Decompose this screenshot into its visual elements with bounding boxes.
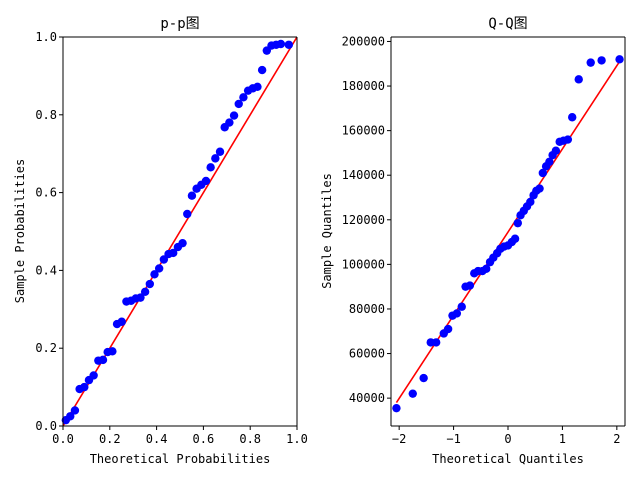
pp-ytick-label: 0.8 bbox=[35, 108, 57, 122]
qq-data-point bbox=[568, 113, 577, 122]
qq-plot-area: −2 −1 0 1 2 40000 60000 80000 100000 120000 140000… bbox=[342, 34, 626, 446]
qq-plot-panel: Q-Q图 −2 −1 0 1 2 40000 60000 80000 100000 120000 1… bbox=[320, 16, 626, 466]
pp-data-point bbox=[234, 99, 243, 109]
pp-data-point bbox=[140, 287, 150, 296]
pp-data-point bbox=[201, 176, 211, 186]
qq-data-point bbox=[419, 373, 428, 383]
qq-ytick-label: 140000 bbox=[342, 168, 385, 182]
qq-data-point bbox=[551, 146, 561, 155]
qq-xtick-label: 1 bbox=[559, 432, 566, 446]
pp-data-point bbox=[211, 154, 220, 163]
pp-plot-xlabel: Theoretical Probabilities bbox=[90, 452, 271, 466]
qq-ytick-label: 160000 bbox=[342, 124, 385, 138]
qq-data-point bbox=[597, 56, 606, 65]
qq-plot-title: Q-Q图 bbox=[488, 16, 527, 32]
pp-data-point bbox=[284, 40, 294, 49]
pp-data-point bbox=[154, 264, 164, 273]
pp-data-point bbox=[108, 347, 117, 356]
pp-data-point bbox=[70, 406, 80, 415]
qq-data-point bbox=[513, 218, 522, 228]
pp-data-point bbox=[239, 93, 248, 102]
pp-data-point bbox=[98, 355, 108, 365]
qq-xtick-label: −2 bbox=[392, 432, 406, 446]
qq-ytick-label: 80000 bbox=[349, 302, 385, 316]
pp-data-point bbox=[257, 65, 267, 75]
pp-data-point bbox=[117, 317, 126, 326]
pp-data-point bbox=[145, 279, 155, 289]
qq-data-point bbox=[545, 157, 554, 167]
qq-data-point bbox=[392, 403, 401, 413]
pp-data-point bbox=[178, 238, 187, 248]
qq-plot-ylabel: Sample Quantiles bbox=[320, 173, 334, 289]
pp-ytick-label: 0.2 bbox=[35, 341, 57, 355]
pp-data-point bbox=[66, 412, 75, 421]
pp-xtick-label: 0.0 bbox=[52, 432, 74, 446]
pp-data-point bbox=[206, 163, 215, 172]
qq-data-point bbox=[538, 168, 548, 178]
qq-plot-xlabel: Theoretical Quantiles bbox=[432, 452, 584, 466]
pp-plot-title: p-p图 bbox=[160, 16, 199, 32]
qq-ytick-label: 60000 bbox=[349, 347, 385, 361]
qq-data-point bbox=[452, 309, 462, 318]
pp-data-point bbox=[276, 39, 286, 49]
qq-ytick-label: 120000 bbox=[342, 213, 385, 227]
pp-data-point bbox=[89, 371, 98, 380]
pp-ytick-label: 1.0 bbox=[35, 30, 57, 44]
pp-xtick-label: 0.8 bbox=[239, 432, 261, 446]
pp-ytick-label: 0.0 bbox=[35, 419, 57, 433]
pp-data-point bbox=[159, 255, 169, 264]
pp-data-point bbox=[183, 209, 192, 219]
qq-xtick-label: −1 bbox=[446, 432, 460, 446]
qq-data-point bbox=[526, 197, 535, 207]
qq-data-point bbox=[457, 302, 466, 311]
qq-data-point bbox=[431, 338, 441, 347]
pp-xtick-label: 1.0 bbox=[286, 432, 308, 446]
qq-ytick-label: 40000 bbox=[349, 391, 385, 405]
qq-data-point bbox=[465, 281, 475, 290]
qq-xtick-label: 2 bbox=[613, 432, 620, 446]
qq-data-point bbox=[574, 75, 583, 84]
pp-xtick-label: 0.4 bbox=[146, 432, 168, 446]
qq-data-point bbox=[443, 324, 453, 334]
qq-data-point bbox=[482, 264, 491, 274]
pp-plot-area: 0.0 0.2 0.4 0.6 0.8 1.0 0.0 0.2 0.4 0.6 0.8 1.0 bbox=[35, 30, 308, 446]
pp-data-point bbox=[136, 293, 145, 302]
pp-ytick-label: 0.6 bbox=[35, 186, 57, 200]
pp-data-point bbox=[187, 191, 197, 200]
qq-data-point bbox=[535, 184, 544, 193]
pp-data-point bbox=[169, 248, 178, 258]
pp-xtick-label: 0.2 bbox=[99, 432, 121, 446]
pp-xtick-label: 0.6 bbox=[193, 432, 215, 446]
qq-xtick-label: 0 bbox=[504, 432, 511, 446]
qq-ytick-label: 100000 bbox=[342, 257, 385, 271]
pp-data-point bbox=[80, 382, 89, 392]
pp-data-point bbox=[215, 147, 225, 156]
pp-plot-ylabel: Sample Probabilities bbox=[13, 159, 27, 304]
qq-data-point bbox=[510, 234, 520, 243]
pp-data-point bbox=[253, 82, 262, 91]
qq-data-point bbox=[615, 55, 624, 64]
pp-data-point bbox=[229, 111, 239, 120]
pp-ytick-label: 0.4 bbox=[35, 263, 57, 277]
qq-data-point bbox=[408, 389, 417, 398]
pp-plot-panel: p-p图 0.0 0.2 0.4 0.6 0.8 1.0 0.0 0.2 0.4 0.6 0.8 1.… bbox=[13, 16, 308, 466]
qq-ytick-label: 180000 bbox=[342, 79, 385, 93]
qq-data-point bbox=[586, 58, 595, 67]
pp-data-point bbox=[150, 270, 159, 279]
qq-ytick-label: 200000 bbox=[342, 34, 385, 48]
qq-data-point bbox=[563, 135, 573, 144]
pp-data-point bbox=[225, 118, 234, 127]
